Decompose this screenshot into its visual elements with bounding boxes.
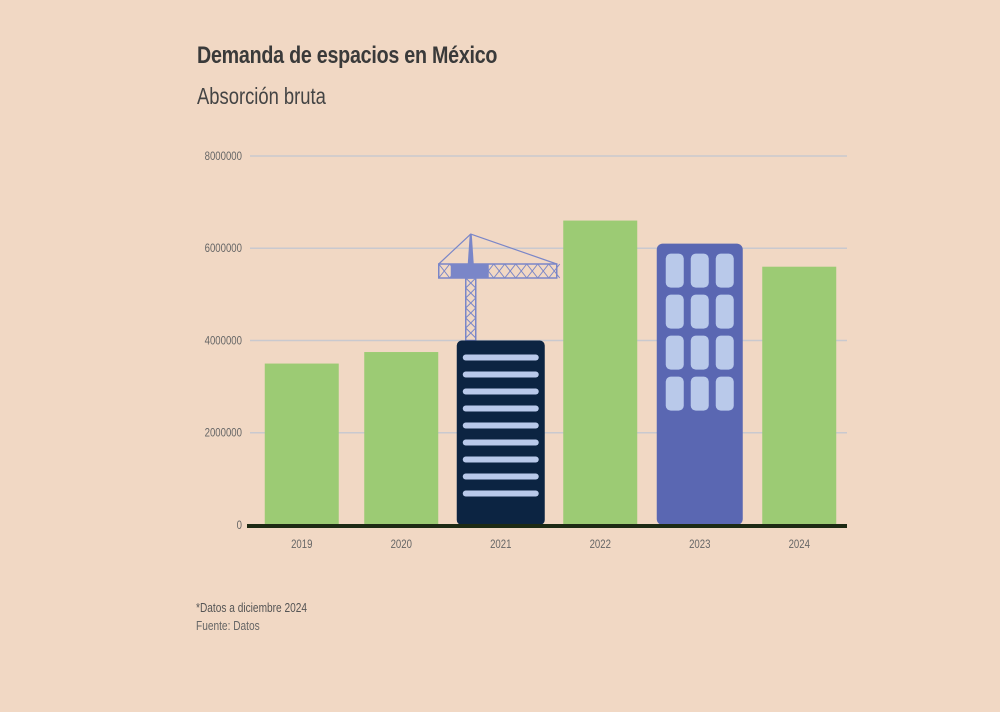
x-tick-label: 2020 — [391, 538, 412, 551]
crane-icon — [438, 233, 561, 342]
chart-title: Demanda de espacios en México — [197, 42, 498, 69]
crane-lattice — [465, 327, 477, 339]
building-window — [715, 335, 734, 370]
x-tick-label: 2021 — [490, 538, 511, 551]
building-window — [715, 294, 734, 329]
crane-lattice — [537, 263, 550, 279]
building-window — [665, 335, 684, 370]
y-tick-label: 4000000 — [205, 335, 242, 348]
bar-2024 — [762, 266, 837, 525]
building-window — [690, 376, 709, 411]
source-note: Fuente: Datos — [196, 618, 260, 632]
bar-2022 — [563, 220, 638, 525]
building-window — [665, 294, 684, 329]
x-tick-label: 2019 — [291, 538, 312, 551]
footnote: *Datos a diciembre 2024 — [196, 600, 308, 615]
crane-lattice — [548, 263, 561, 279]
building-window — [690, 294, 709, 329]
crane-lattice — [465, 307, 477, 319]
y-tick-label: 2000000 — [205, 427, 242, 440]
crane-lattice — [504, 263, 517, 279]
crane-lattice — [465, 317, 477, 329]
building-window — [665, 376, 684, 411]
building-floor-stripe — [462, 473, 539, 480]
building-floor-stripe — [462, 490, 539, 497]
crane-cables — [438, 233, 557, 265]
building-floor-stripe — [462, 456, 539, 463]
crane-lattice — [438, 263, 451, 279]
crane-tower-top — [467, 234, 474, 264]
bar-2020 — [364, 352, 439, 525]
building-window — [690, 253, 709, 288]
bar-2019 — [264, 363, 339, 525]
crane-lattice — [526, 263, 539, 279]
y-tick-label: 0 — [237, 519, 242, 532]
building-floor-stripe — [462, 405, 539, 412]
y-tick-label: 6000000 — [205, 242, 242, 255]
building-floor-stripe — [462, 388, 539, 395]
x-tick-label: 2024 — [789, 538, 810, 551]
crane-lattice — [465, 277, 477, 289]
y-tick-label: 8000000 — [205, 150, 242, 163]
crane-jib — [438, 263, 558, 279]
crane-cab — [450, 264, 489, 278]
chart-subtitle: Absorción bruta — [197, 83, 326, 109]
building-floor-stripe — [462, 354, 539, 361]
crane-lattice — [465, 287, 477, 299]
building-window — [715, 376, 734, 411]
building-window — [715, 253, 734, 288]
building-floor-stripe — [462, 422, 539, 429]
x-tick-label: 2022 — [590, 538, 611, 551]
crane-lattice — [465, 297, 477, 309]
crane-lattice — [493, 263, 506, 279]
bar-2021 — [456, 340, 545, 525]
x-tick-label: 2023 — [689, 538, 710, 551]
building-window — [665, 253, 684, 288]
building-floor-stripe — [462, 371, 539, 378]
building-window — [690, 335, 709, 370]
building-floor-stripe — [462, 439, 539, 446]
crane-lattice — [515, 263, 528, 279]
